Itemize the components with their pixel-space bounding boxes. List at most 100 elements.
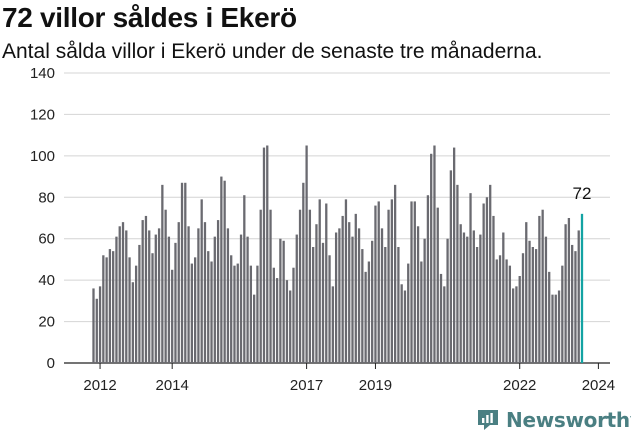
bar (344, 199, 348, 363)
bar (249, 265, 253, 363)
bar (256, 265, 259, 363)
bar (331, 286, 334, 363)
x-axis-ticks: 2012 2014 2017 2019 2022 2024 (83, 363, 615, 394)
bar (92, 288, 95, 363)
x-tick-label: 2022 (503, 377, 536, 394)
bar (456, 184, 459, 363)
bar (230, 255, 233, 363)
newsworthy-logo-text: Newsworthy (506, 408, 631, 432)
bar (193, 257, 197, 363)
bar (436, 207, 439, 363)
bar (446, 238, 449, 363)
bar (512, 288, 515, 363)
bar (289, 290, 292, 363)
bar (216, 220, 220, 363)
bar (492, 215, 495, 363)
bar (525, 222, 528, 363)
bar (502, 232, 505, 363)
bar (462, 232, 466, 363)
bar (144, 215, 148, 363)
bar (384, 247, 387, 363)
bar (538, 215, 541, 363)
chart-title: 72 villor såldes i Ekerö (2, 2, 297, 33)
bar (577, 230, 580, 363)
newsworthy-logo[interactable]: Newsworthy (476, 408, 631, 432)
bar-highlight (580, 213, 584, 363)
bar (377, 201, 380, 363)
bar (472, 230, 475, 363)
bar (544, 236, 548, 363)
bar (364, 271, 367, 363)
bar (443, 286, 446, 363)
bar (557, 290, 561, 363)
bar (551, 294, 554, 363)
bar (115, 236, 118, 363)
bar (508, 265, 512, 363)
bar (243, 195, 246, 363)
bar (223, 180, 226, 363)
bar (518, 276, 521, 363)
bar (528, 240, 531, 363)
bar (334, 232, 338, 363)
bar (315, 224, 318, 363)
bar (367, 261, 371, 363)
x-tick-label: 2024 (582, 377, 615, 394)
bar (400, 284, 403, 363)
bar (279, 238, 282, 363)
bar (226, 228, 230, 363)
bar (105, 257, 108, 363)
bar (151, 253, 154, 363)
bar (295, 234, 298, 363)
x-tick-label: 2019 (359, 377, 392, 394)
bar (167, 236, 171, 363)
bar (574, 251, 577, 363)
bar (95, 298, 98, 363)
bar (423, 238, 426, 363)
bar (452, 147, 456, 363)
bar (567, 218, 571, 363)
bar (380, 228, 384, 363)
y-axis-ticks: 0 20 40 60 80 100 120 140 (30, 65, 55, 372)
bar (108, 249, 112, 363)
bar (207, 251, 210, 363)
chart-subtitle: Antal sålda villor i Ekerö under de sena… (2, 40, 543, 63)
y-tick-label: 40 (38, 272, 55, 289)
bar (403, 290, 407, 363)
bar (98, 286, 102, 363)
y-tick-label: 80 (38, 189, 55, 206)
bar (180, 182, 184, 363)
bar (141, 220, 144, 363)
bar (121, 222, 125, 363)
bar (413, 201, 416, 363)
bar (131, 282, 134, 363)
bar (148, 230, 151, 363)
bar (338, 228, 341, 363)
bar (213, 236, 216, 363)
bar (308, 209, 312, 363)
bar (348, 222, 351, 363)
bar (531, 247, 534, 363)
bar (548, 271, 551, 363)
bar (203, 222, 207, 363)
bar (154, 234, 157, 363)
bar (325, 203, 328, 363)
bar (479, 234, 482, 363)
bar (433, 145, 436, 363)
bar (482, 203, 485, 363)
bar (272, 267, 275, 363)
last-value-label: 72 (573, 184, 592, 203)
bar (177, 222, 180, 363)
bar (321, 242, 325, 363)
bar (220, 176, 223, 363)
bar (498, 255, 502, 363)
bar (416, 226, 420, 363)
bar (371, 240, 374, 363)
y-tick-label: 120 (30, 106, 55, 123)
bar (236, 263, 239, 363)
bar (197, 228, 200, 363)
bar (285, 280, 289, 363)
bar (459, 224, 462, 363)
bar (374, 205, 377, 363)
bar (275, 278, 279, 363)
bar (233, 265, 236, 363)
